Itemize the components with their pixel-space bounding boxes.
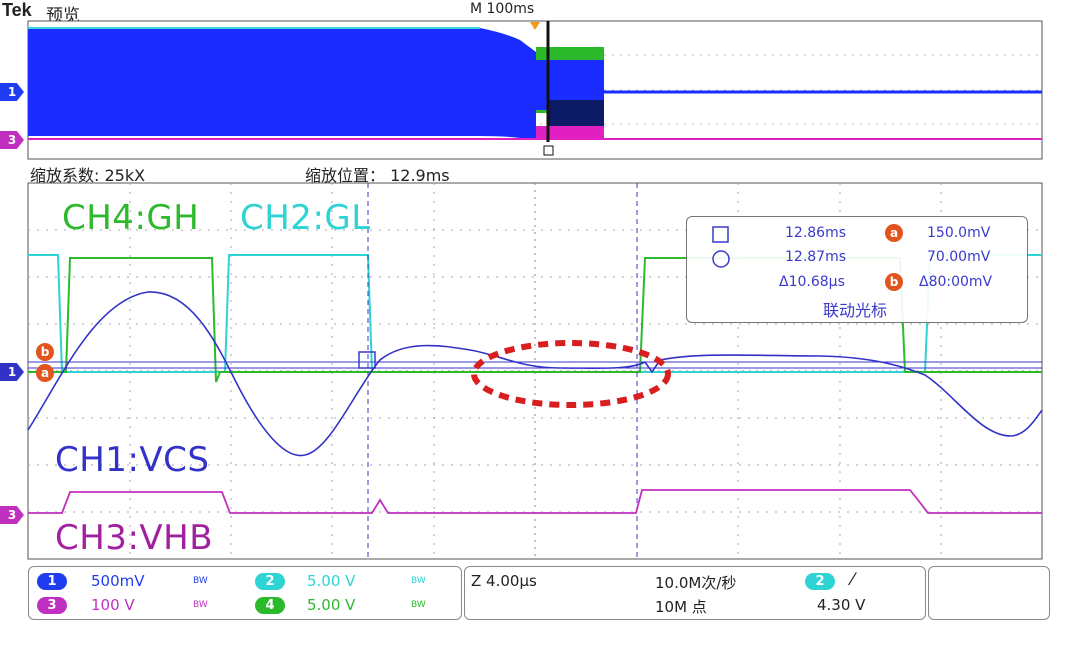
ch4-label: CH4:GH <box>62 198 200 238</box>
ch3-ground-marker[interactable]: 3 <box>0 506 24 524</box>
ch2-badge[interactable]: 2 <box>255 573 285 590</box>
cursor-readout-panel[interactable]: 12.86ms a 150.0mV 12.87ms 70.00mV Δ10.68… <box>686 216 1028 323</box>
overview-timebase: M 100ms <box>470 1 535 17</box>
ch3-bw: BW <box>193 600 208 610</box>
ch4-badge[interactable]: 4 <box>255 597 285 614</box>
cursor-mode: 联动光标 <box>823 301 888 320</box>
channel-status-panel[interactable]: 1 500mV BW 2 5.00 V BW 3 100 V BW 4 5.00… <box>28 566 462 620</box>
cursor-a-value: 150.0mV <box>927 225 991 241</box>
trigger-channel-badge[interactable]: 2 <box>805 573 835 590</box>
zoom-position: 缩放位置： 12.9ms <box>305 166 450 185</box>
delta-time: Δ10.68µs <box>779 274 845 290</box>
circle-cursor-time: 12.87ms <box>785 249 847 265</box>
cursor-b-badge: b <box>885 273 903 291</box>
zoom-factor: 缩放系数: 25kX <box>30 166 146 185</box>
cursor-a-marker[interactable]: a <box>36 364 54 382</box>
square-cursor-time: 12.86ms <box>785 225 847 241</box>
overview-ch3-marker[interactable]: 3 <box>0 131 24 149</box>
empty-status-panel <box>928 566 1050 620</box>
acquisition-status-panel[interactable]: Z 4.00µs 10.0M次/秒 10M 点 2 ⁄ 4.30 V <box>464 566 926 620</box>
ch4-scale: 5.00 V <box>307 596 356 614</box>
overview-waveform[interactable] <box>0 0 1080 165</box>
trigger-level: 4.30 V <box>817 596 866 614</box>
ch3-scale: 100 V <box>91 596 135 614</box>
ch3-label: CH3:VHB <box>55 518 214 558</box>
ch4-bw: BW <box>411 600 426 610</box>
circle-cursor-icon <box>712 250 730 268</box>
cursor-b-marker[interactable]: b <box>36 343 54 361</box>
ch3-badge[interactable]: 3 <box>37 597 67 614</box>
sample-rate: 10.0M次/秒 <box>655 574 737 592</box>
ch2-scale: 5.00 V <box>307 572 356 590</box>
ch1-bw: BW <box>193 576 208 586</box>
cursor-b-value: 70.00mV <box>927 249 991 265</box>
zoom-timebase: Z 4.00µs <box>471 572 537 590</box>
delta-value: Δ80:00mV <box>919 274 993 290</box>
ch1-scale: 500mV <box>91 572 145 590</box>
ch2-bw: BW <box>411 576 426 586</box>
ch1-badge[interactable]: 1 <box>37 573 67 590</box>
cursor-a-badge: a <box>885 224 903 242</box>
brand-logo: Tek <box>2 0 32 20</box>
overview-ch1-marker[interactable]: 1 <box>0 83 24 101</box>
record-length: 10M 点 <box>655 598 707 616</box>
ch2-label: CH2:GL <box>240 198 371 238</box>
ch1-label: CH1:VCS <box>55 440 210 480</box>
square-cursor-icon <box>712 226 729 243</box>
ch1-ground-marker[interactable]: 1 <box>0 363 24 381</box>
trigger-slope-icon: ⁄ <box>851 570 854 590</box>
